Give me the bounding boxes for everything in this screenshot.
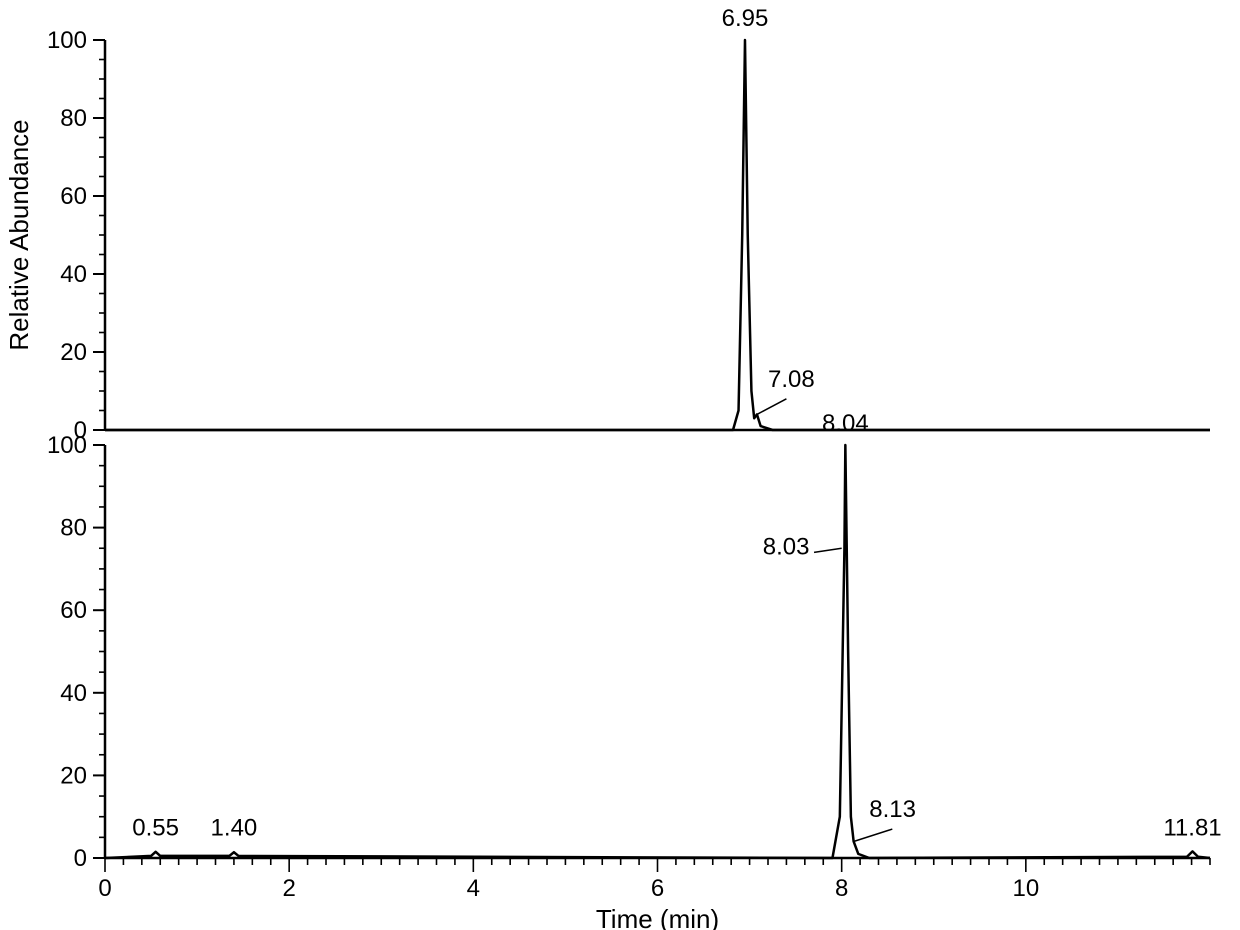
y-axis-label: Relative Abundance <box>4 119 34 350</box>
peak-label: 8.04 <box>822 410 869 437</box>
y-tick-label: 60 <box>60 183 87 210</box>
panel-0: 0204060801006.957.08 <box>47 5 1210 444</box>
peak-label: 8.13 <box>869 796 916 823</box>
x-tick-label: 10 <box>1012 875 1039 902</box>
peak-label: 8.03 <box>763 533 810 560</box>
chromatogram-trace-1 <box>105 445 1210 858</box>
x-tick-label: 2 <box>282 875 295 902</box>
y-tick-label: 40 <box>60 261 87 288</box>
y-tick-label: 20 <box>60 339 87 366</box>
peak-leader <box>814 548 842 552</box>
peak-label: 6.95 <box>722 5 769 32</box>
peak-label: 11.81 <box>1163 814 1221 841</box>
peak-label: 7.08 <box>768 366 815 393</box>
y-tick-label: 0 <box>74 845 87 872</box>
y-tick-label: 80 <box>60 515 87 542</box>
panel-1: 0 20 40 60 80 100 0 2 4 6 8 10 8.04 8.03 8.13 0.55 1.40 1… <box>47 410 1222 902</box>
chromatogram-trace-0 <box>105 40 1210 430</box>
y-tick-label: 100 <box>47 432 87 459</box>
y-tick-label: 100 <box>47 27 87 54</box>
peak-leader <box>757 399 786 415</box>
y-tick-label: 80 <box>60 105 87 132</box>
y-tick-label: 20 <box>60 762 87 789</box>
x-tick-label: 6 <box>651 875 664 902</box>
chromatogram-figure: 0204060801006.957.0802040608010002468108… <box>0 0 1240 930</box>
x-axis-label: Time (min) <box>596 904 719 930</box>
peak-leader <box>854 829 893 841</box>
x-tick-label: 0 <box>98 875 111 902</box>
peak-label: 0.55 <box>132 814 179 841</box>
y-tick-label: 40 <box>60 680 87 707</box>
y-tick-label: 60 <box>60 597 87 624</box>
peak-label: 1.40 <box>211 814 258 841</box>
chart-svg: 0204060801006.957.0802040608010002468108… <box>0 0 1240 930</box>
x-tick-label: 4 <box>467 875 480 902</box>
x-tick-label: 8 <box>835 875 848 902</box>
